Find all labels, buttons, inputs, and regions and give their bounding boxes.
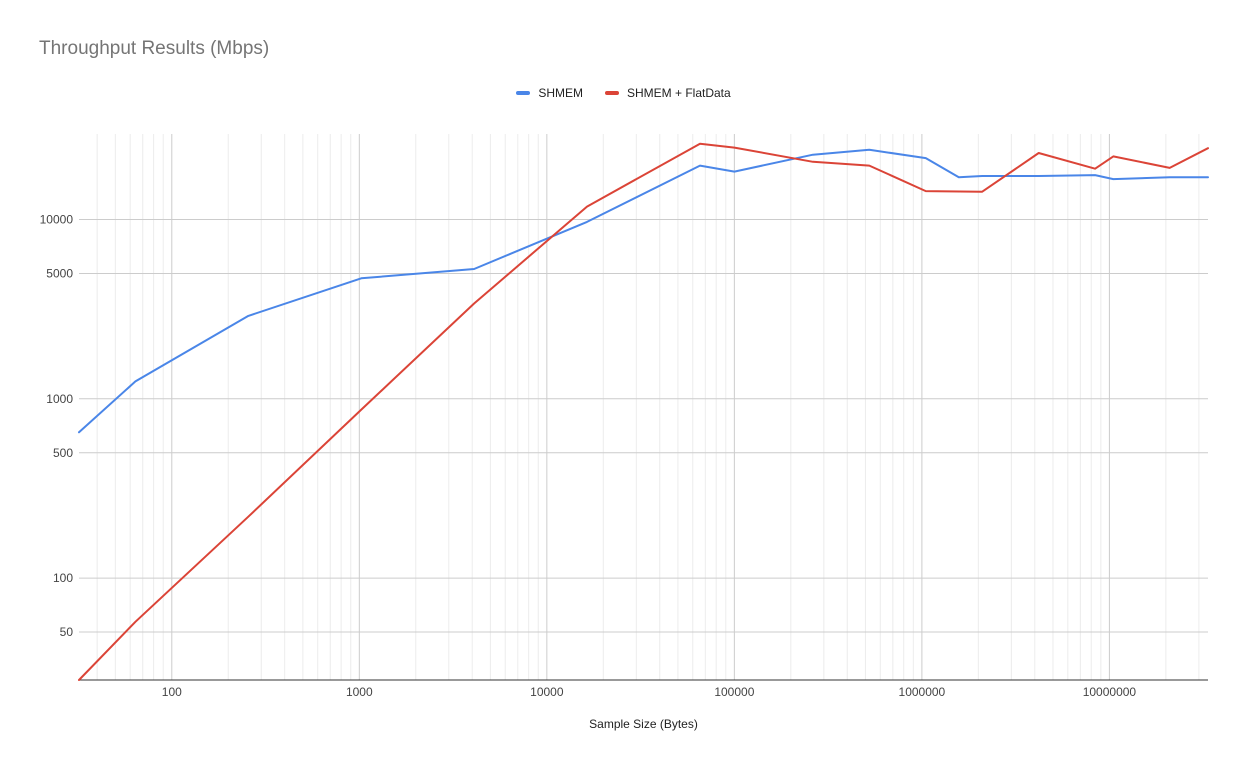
legend-swatch-shmem-flatdata [604,91,619,95]
y-tick-label: 10000 [40,213,74,227]
y-tick-label: 1000 [46,392,73,406]
series-line-shmem-flatdata [78,142,1209,681]
legend-swatch-shmem [516,91,531,95]
y-tick-label: 100 [53,571,73,585]
x-tick-label: 100 [162,685,182,699]
chart-title: Throughput Results (Mbps) [39,38,270,59]
legend-item-shmem[interactable]: SHMEM [516,86,583,100]
chart-legend: SHMEM SHMEM + FlatData [0,86,1247,100]
y-tick-label: 50 [60,625,74,639]
x-tick-label: 1000 [346,685,373,699]
legend-label-shmem-flatdata: SHMEM + FlatData [626,86,731,100]
x-tick-label: 100000 [714,685,754,699]
series-line-shmem [78,148,1209,434]
x-tick-label: 1000000 [899,685,946,699]
x-axis-label: Sample Size (Bytes) [589,717,698,731]
y-tick-label: 500 [53,446,73,460]
x-tick-label: 10000000 [1083,685,1137,699]
x-tick-label: 10000 [530,685,564,699]
y-tick-label: 5000 [46,266,73,280]
legend-item-shmem-flatdata[interactable]: SHMEM + FlatData [604,86,731,100]
legend-label-shmem: SHMEM [538,86,583,100]
